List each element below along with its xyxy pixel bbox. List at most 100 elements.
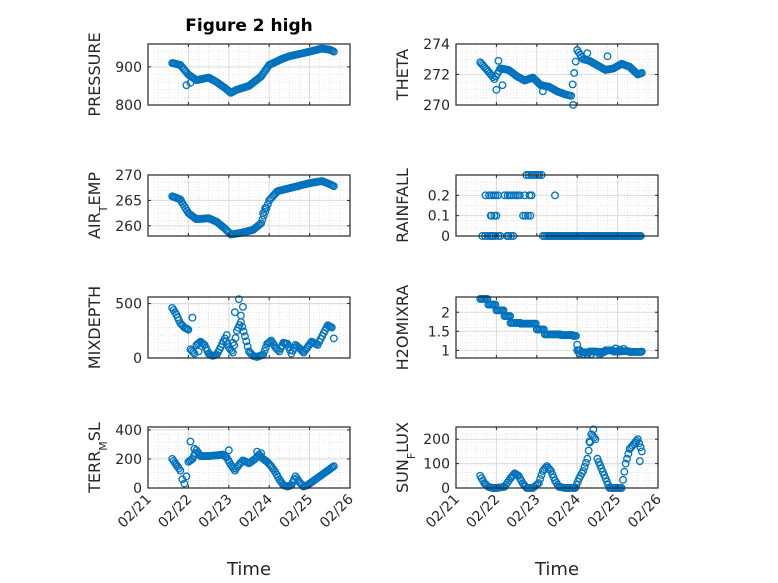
y-tick-label: 270 (115, 168, 142, 184)
y-tick-label: 0.2 (428, 188, 450, 204)
data-point (523, 211, 532, 220)
panel-mixdepth: 0 500 MIXDEPTH (85, 286, 351, 369)
data-point (579, 466, 588, 475)
markers (168, 44, 338, 97)
data-point (527, 191, 536, 200)
data-point (224, 446, 233, 455)
y-axis-label: TERRMSL (85, 422, 110, 494)
data-point (261, 204, 270, 212)
data-point (182, 472, 191, 481)
data-point (329, 47, 338, 56)
y-axis-label: MIXDEPTH (85, 286, 104, 369)
data-point (238, 322, 247, 331)
x-tick-label: 02/21 (423, 492, 463, 532)
x-tick-label: 02/24 (544, 491, 584, 531)
data-point (329, 462, 338, 471)
y-axis-label-main: H2OMIXRA (393, 285, 412, 371)
data-point (186, 78, 195, 87)
y-axis-label-rest: SL (85, 422, 104, 441)
data-point (298, 347, 307, 356)
data-point (229, 464, 238, 473)
data-point (580, 462, 589, 471)
data-point (538, 87, 547, 96)
data-point (621, 459, 630, 468)
axes-box (147, 296, 351, 359)
y-axis-label-main: THETA (393, 49, 412, 101)
data-point (567, 91, 576, 100)
data-point (631, 438, 640, 447)
data-point (486, 211, 495, 220)
markers (476, 46, 646, 109)
data-point (637, 69, 646, 77)
y-tick-label: 0.1 (428, 209, 450, 225)
x-tick-label: 02/21 (115, 492, 155, 532)
data-point (228, 348, 237, 357)
axes-box (147, 426, 351, 489)
data-point (236, 311, 245, 320)
y-axis-label-main: AIR (85, 212, 104, 239)
y-tick-label: 270 (423, 98, 450, 114)
x-tick-label: 02/23 (196, 492, 236, 532)
y-tick-label: 400 (115, 423, 142, 439)
y-tick-label: 272 (423, 68, 450, 84)
data-point (536, 475, 545, 484)
data-point (568, 80, 577, 89)
axes-box (147, 43, 351, 106)
data-point (615, 345, 624, 354)
data-point (492, 211, 501, 220)
data-point (619, 475, 627, 484)
data-point (188, 313, 197, 322)
data-point (611, 344, 620, 353)
data-point (241, 332, 249, 341)
data-point (189, 348, 198, 357)
y-tick-label: 1.5 (428, 324, 450, 340)
data-point (242, 337, 251, 346)
y-tick-label: 0 (133, 481, 142, 497)
y-axis-label-rest: EMP (85, 172, 104, 206)
axes-box (147, 174, 351, 237)
x-tick-label: 02/22 (463, 492, 503, 532)
data-point (619, 344, 628, 353)
x-tick-label: 02/26 (625, 491, 665, 531)
data-point (570, 69, 579, 77)
y-axis-label: THETA (393, 49, 412, 101)
y-axis-label-sub: F (405, 453, 418, 459)
data-point (526, 211, 535, 220)
y-axis-label-main: PRESSURE (85, 32, 104, 116)
data-point (234, 295, 243, 304)
data-point (194, 347, 203, 356)
panel-theta: 270 272 274 THETA (393, 37, 659, 114)
y-tick-label: 100 (423, 457, 450, 473)
y-axis-label-main: TERR (85, 451, 104, 494)
x-tick-label: 02/23 (504, 492, 544, 532)
panel-rainfall: 0 0.1 0.2 RAINFALL (393, 168, 659, 245)
data-point (575, 349, 584, 358)
data-point (637, 447, 646, 456)
y-tick-label: 0 (441, 229, 450, 245)
y-axis-label: AIRTEMP (85, 172, 110, 239)
markers (168, 295, 338, 361)
data-point (176, 466, 185, 475)
x-axis-label: Time (534, 559, 579, 580)
y-tick-label: 500 (115, 297, 142, 313)
y-axis-label: SUNFLUX (393, 422, 418, 493)
y-axis-label-main: MIXDEPTH (85, 286, 104, 369)
markers (476, 294, 646, 359)
data-point (603, 52, 612, 61)
data-point (186, 437, 195, 446)
data-point (571, 57, 580, 66)
x-tick-label: 02/26 (317, 491, 357, 531)
axes-box (455, 296, 659, 359)
panel-air_temp: 260 265 270 AIRTEMP (85, 168, 351, 239)
chart-title: Figure 2 high (185, 16, 313, 36)
x-tick-label: 02/25 (277, 492, 317, 532)
y-axis-label: PRESSURE (85, 32, 104, 116)
markers (476, 425, 646, 492)
data-point (494, 56, 503, 65)
data-point (238, 302, 247, 311)
data-point (583, 454, 592, 463)
data-point (583, 49, 592, 58)
y-axis-label-sub: M (97, 441, 110, 451)
